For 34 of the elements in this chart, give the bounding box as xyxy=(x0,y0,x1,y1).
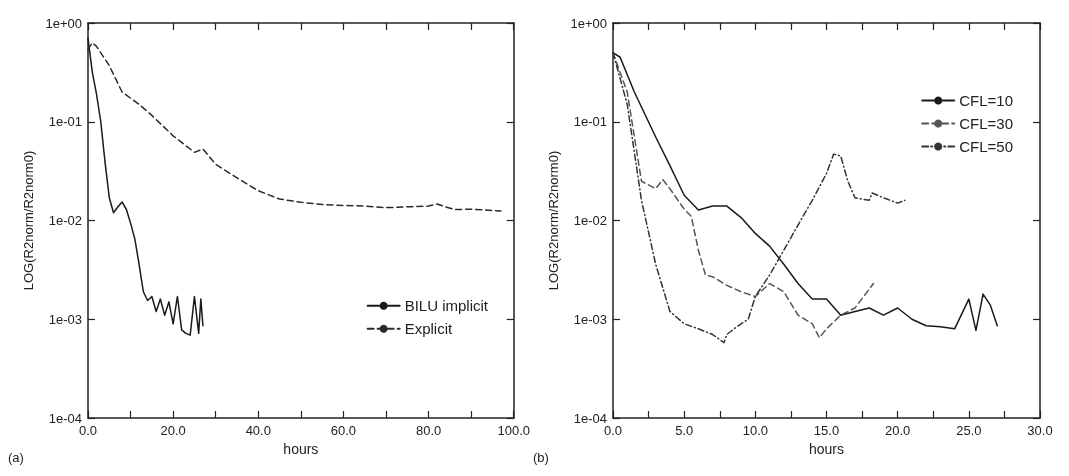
x-tick-label: 20.0 xyxy=(160,423,186,438)
y-tick-label: 1e-04 xyxy=(48,410,82,426)
y-tick-label: 1e-03 xyxy=(48,311,82,327)
x-tick-label: 25.0 xyxy=(956,423,982,438)
y-tick-label: 1e-02 xyxy=(573,213,607,228)
text: (a) xyxy=(8,450,24,465)
y-tick-label: 1e-03 xyxy=(573,311,607,327)
x-axis-title: hours xyxy=(283,440,319,457)
x-tick-label: 30.0 xyxy=(1027,423,1053,438)
x-tick-label: 40.0 xyxy=(245,423,271,438)
y-tick-label: 1e-04 xyxy=(573,410,607,426)
y-axis-title: LOG(R2norm/R2norm0) xyxy=(20,150,36,291)
x-tick-label: 0.0 xyxy=(603,423,623,438)
x-tick-label: 10.0 xyxy=(742,423,768,438)
legend-label: Explicit xyxy=(404,320,453,338)
x-tick-label: 80.0 xyxy=(415,423,442,438)
legend-label: CFL=10 xyxy=(959,92,1014,109)
y-tick-label: 1e-01 xyxy=(573,114,607,130)
x-tick-label: 100.0 xyxy=(497,423,531,438)
legend-label: BILU implicit xyxy=(404,297,489,315)
y-tick-label: 1e-01 xyxy=(48,114,82,130)
legend-label: CFL=30 xyxy=(959,115,1014,132)
text: (b) xyxy=(533,450,549,465)
y-tick-label: 1e+00 xyxy=(45,15,82,31)
x-tick-label: 20.0 xyxy=(885,423,911,438)
x-tick-label: 60.0 xyxy=(330,423,357,438)
x-tick-label: 15.0 xyxy=(813,423,840,438)
y-tick-label: 1e+00 xyxy=(570,15,607,31)
x-axis-title: hours xyxy=(808,440,845,457)
y-axis-title: LOG(R2norm/R2norm0) xyxy=(545,150,561,291)
x-tick-label: 0.0 xyxy=(78,423,98,438)
x-tick-label: 5.0 xyxy=(675,423,694,438)
legend-label: CFL=50 xyxy=(959,138,1014,155)
y-tick-label: 1e-02 xyxy=(48,213,82,228)
